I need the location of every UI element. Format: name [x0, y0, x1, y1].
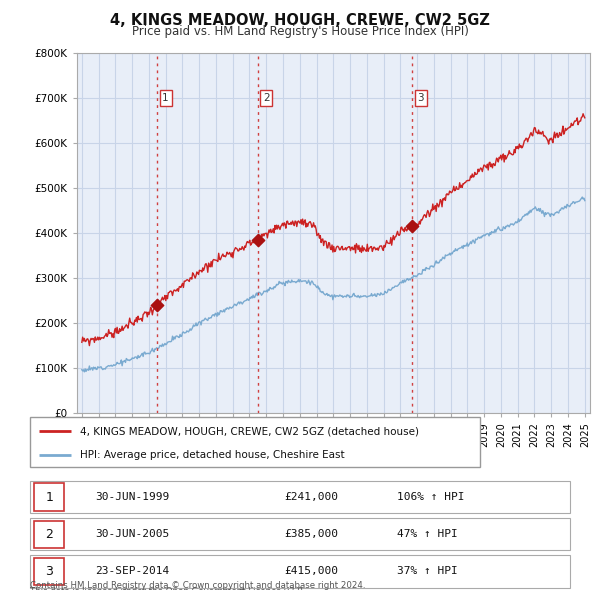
FancyBboxPatch shape [30, 518, 570, 550]
Point [152, 300, 162, 309]
FancyBboxPatch shape [34, 483, 64, 511]
Text: £415,000: £415,000 [284, 566, 338, 576]
Text: 47% ↑ HPI: 47% ↑ HPI [397, 529, 458, 539]
Text: 4, KINGS MEADOW, HOUGH, CREWE, CW2 5GZ (detached house): 4, KINGS MEADOW, HOUGH, CREWE, CW2 5GZ (… [79, 426, 419, 436]
Text: £241,000: £241,000 [284, 492, 338, 502]
Text: HPI: Average price, detached house, Cheshire East: HPI: Average price, detached house, Ches… [79, 450, 344, 460]
FancyBboxPatch shape [34, 558, 64, 585]
Text: This data is licensed under the Open Government Licence v3.0.: This data is licensed under the Open Gov… [30, 587, 305, 590]
Text: 3: 3 [418, 93, 424, 103]
Text: 37% ↑ HPI: 37% ↑ HPI [397, 566, 458, 576]
Text: 30-JUN-1999: 30-JUN-1999 [95, 492, 169, 502]
Text: 3: 3 [45, 565, 53, 578]
Point [253, 235, 263, 244]
Text: Contains HM Land Registry data © Crown copyright and database right 2024.: Contains HM Land Registry data © Crown c… [30, 581, 365, 590]
Text: 23-SEP-2014: 23-SEP-2014 [95, 566, 169, 576]
Text: 2: 2 [263, 93, 269, 103]
Text: 1: 1 [45, 490, 53, 504]
FancyBboxPatch shape [34, 520, 64, 548]
Point [407, 222, 417, 231]
Text: 30-JUN-2005: 30-JUN-2005 [95, 529, 169, 539]
FancyBboxPatch shape [30, 555, 570, 588]
FancyBboxPatch shape [30, 481, 570, 513]
Text: 2: 2 [45, 527, 53, 541]
Text: £385,000: £385,000 [284, 529, 338, 539]
FancyBboxPatch shape [30, 417, 480, 467]
Text: Price paid vs. HM Land Registry's House Price Index (HPI): Price paid vs. HM Land Registry's House … [131, 25, 469, 38]
Text: 1: 1 [163, 93, 169, 103]
Text: 4, KINGS MEADOW, HOUGH, CREWE, CW2 5GZ: 4, KINGS MEADOW, HOUGH, CREWE, CW2 5GZ [110, 13, 490, 28]
Text: 106% ↑ HPI: 106% ↑ HPI [397, 492, 465, 502]
